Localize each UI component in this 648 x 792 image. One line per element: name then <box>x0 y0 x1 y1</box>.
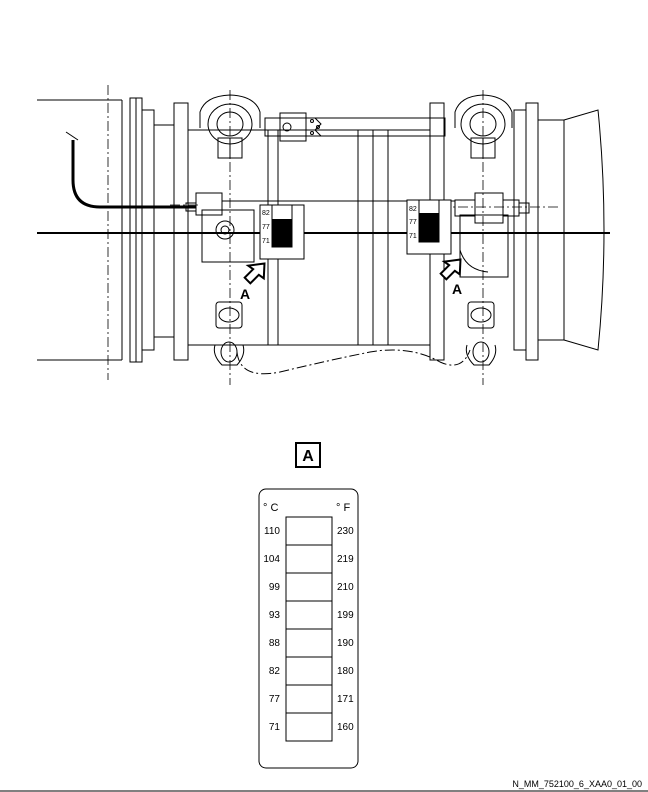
fahrenheit-value: 199 <box>337 610 354 621</box>
temp-label-left-71: 71 <box>262 238 270 245</box>
cable-end-tick <box>65 131 79 141</box>
temperature-indicator-label: ° C ° F 110 230 104 219 99 210 93 199 88 190 82 180… <box>258 488 359 769</box>
temp-label-left-77: 77 <box>262 224 270 231</box>
duct-assembly <box>37 94 605 375</box>
celsius-value: 82 <box>269 666 281 677</box>
right-clamp-top <box>454 94 513 159</box>
left-clamp-bottom <box>213 301 245 366</box>
fahrenheit-value: 190 <box>337 638 354 649</box>
indicator-cell <box>285 516 333 546</box>
temp-label-right: 82 77 71 <box>406 199 452 255</box>
callout-a-right: A <box>452 281 462 297</box>
connecting-rod <box>264 112 446 142</box>
fahrenheit-value: 160 <box>337 722 354 733</box>
detail-a-letter: A <box>302 448 314 465</box>
view-arrow-right: A <box>439 258 462 297</box>
celsius-value: 93 <box>269 610 281 621</box>
sensor-cable <box>71 140 196 209</box>
indicator-cell <box>285 544 333 574</box>
right-clamp-bottom <box>465 301 497 366</box>
view-arrow-left: A <box>240 262 266 302</box>
temperature-scale: 110 230 104 219 99 210 93 199 88 190 82 180 77 171 71 1… <box>263 516 354 742</box>
unit-fahrenheit: ° F <box>336 502 350 514</box>
celsius-value: 88 <box>269 638 281 649</box>
fahrenheit-value: 210 <box>337 582 354 593</box>
celsius-value: 71 <box>269 722 281 733</box>
temp-label-right-77: 77 <box>409 219 417 226</box>
celsius-value: 77 <box>269 694 281 705</box>
fahrenheit-value: 171 <box>337 694 354 705</box>
bonding-lead <box>236 349 471 375</box>
indicator-cell <box>285 684 333 714</box>
fahrenheit-value: 230 <box>337 526 354 537</box>
celsius-value: 104 <box>263 554 280 565</box>
callout-a-left: A <box>240 286 250 302</box>
right-flange <box>513 102 605 361</box>
figure-reference: N_MM_752100_6_XAA0_01_00 <box>512 779 642 789</box>
left-sensor-block <box>185 192 255 263</box>
celsius-value: 110 <box>264 526 280 537</box>
indicator-cell <box>285 572 333 602</box>
left-flange <box>129 97 189 363</box>
indicator-cell <box>285 656 333 686</box>
left-duct <box>37 99 123 361</box>
temp-label-left: 82 77 71 <box>259 204 305 260</box>
right-probe-fitting <box>454 192 530 278</box>
unit-celsius: ° C <box>263 502 278 514</box>
detail-a-header: A <box>295 442 321 468</box>
fahrenheit-value: 219 <box>337 554 354 565</box>
indicator-cell <box>285 628 333 658</box>
celsius-value: 99 <box>269 582 281 593</box>
indicator-cell <box>285 600 333 630</box>
temp-label-left-82: 82 <box>262 210 270 217</box>
indicator-cell <box>285 712 333 742</box>
temp-label-right-71: 71 <box>409 233 417 240</box>
fahrenheit-value: 180 <box>337 666 354 677</box>
temp-label-right-82: 82 <box>409 206 417 213</box>
